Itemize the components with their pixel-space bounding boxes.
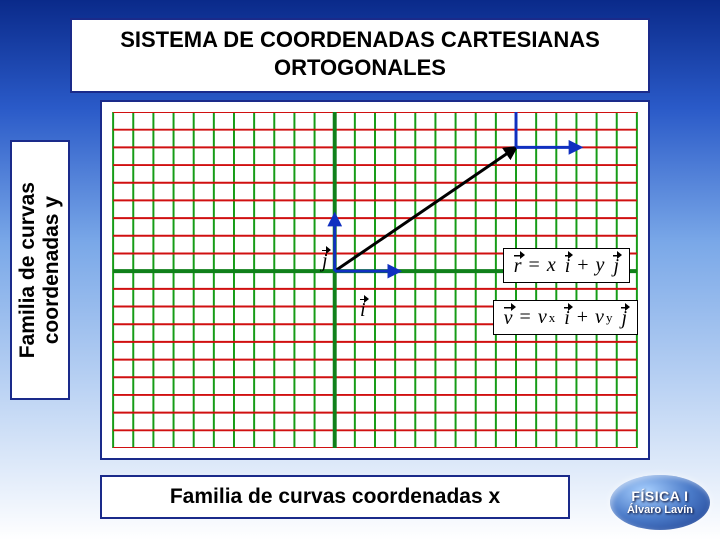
- title-line-1: SISTEMA DE COORDENADAS CARTESIANAS: [82, 26, 638, 54]
- title-box: SISTEMA DE COORDENADAS CARTESIANAS ORTOG…: [70, 18, 650, 93]
- j-hat-label: j: [322, 248, 328, 273]
- course-badge: FÍSICA I Álvaro Lavín: [610, 475, 710, 530]
- y-axis-label-box: Familia de curvas coordenadas y: [10, 140, 70, 400]
- badge-line-1: FÍSICA I: [631, 489, 688, 504]
- y-axis-label: Familia de curvas coordenadas y: [16, 182, 64, 358]
- badge-line-2: Álvaro Lavín: [627, 504, 693, 516]
- x-axis-label-box: Familia de curvas coordenadas x: [100, 475, 570, 519]
- equation-v: v = vx i + vy j: [493, 300, 638, 335]
- title-line-2: ORTOGONALES: [82, 54, 638, 82]
- equation-r: r = x i + y j: [503, 248, 630, 283]
- i-hat-label: i: [360, 297, 366, 322]
- x-axis-label: Familia de curvas coordenadas x: [170, 485, 500, 508]
